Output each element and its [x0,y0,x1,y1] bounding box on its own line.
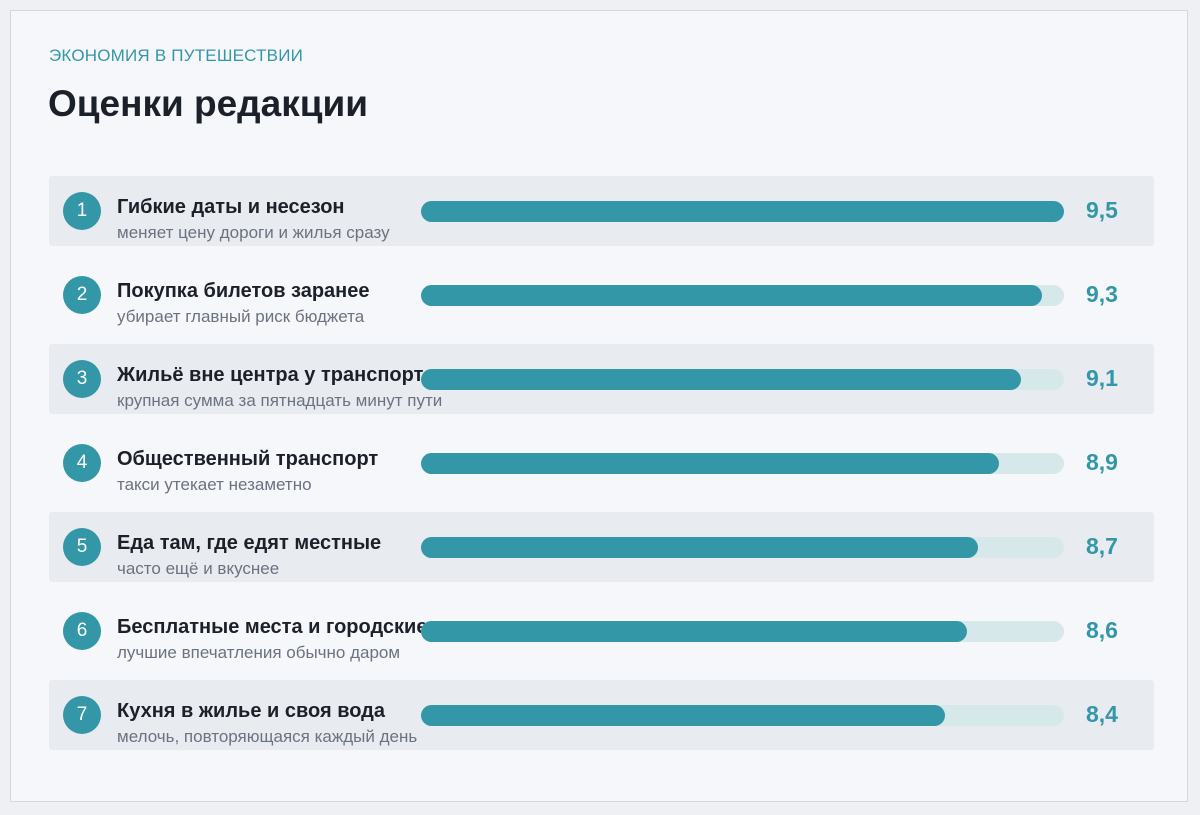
bar-fill [421,285,1042,306]
bar-fill [421,201,1064,222]
rank-badge: 1 [63,192,101,230]
bar-track [421,537,1064,558]
bar-fill [421,453,999,474]
value-label: 9,3 [1086,281,1118,307]
category-note: такси утекает незаметно [117,475,312,494]
category-label: Общественный транспорт [117,448,379,470]
bar-track [421,621,1064,642]
category-label: Еда там, где едят местные [117,532,382,554]
rating-row: 6 Бесплатные места и городские лучшие впеч… [49,596,1154,666]
category-note: лучшие впечатления обычно даром [117,643,401,662]
bar-fill [421,369,1021,390]
value-label: 8,7 [1086,533,1118,559]
bar-track [421,285,1064,306]
category-note: часто ещё и вкуснее [117,559,280,578]
value-label: 9,5 [1086,197,1118,223]
category-note: мелочь, повторяющаяся каждый день [117,727,418,746]
category-label: Бесплатные места и городские [117,616,428,638]
bar-track [421,201,1064,222]
rating-row: 2 Покупка билетов заранее убирает главный … [49,260,1154,330]
category-label: Кухня в жилье и своя вода [117,700,385,722]
rating-row: 4 Общественный транспорт такси утекает нез… [49,428,1154,498]
rating-row: 1 Гибкие даты и несезон меняет цену дороги… [49,176,1154,246]
rank-badge: 4 [63,444,101,482]
rank-badge: 2 [63,276,101,314]
value-label: 8,9 [1086,449,1118,475]
bar-fill [421,705,945,726]
bar-track [421,369,1064,390]
page-title: Оценки редакции [48,83,368,124]
bar-track [421,453,1064,474]
ratings-list: 1 Гибкие даты и несезон меняет цену дороги… [49,176,1154,764]
category-note: крупная сумма за пятнадцать минут пути [117,391,443,410]
category-eyebrow: ЭКОНОМИЯ В ПУТЕШЕСТВИИ [49,46,304,65]
rank-badge: 7 [63,696,101,734]
rank-badge: 3 [63,360,101,398]
category-note: меняет цену дороги и жилья сразу [117,223,390,242]
category-note: убирает главный риск бюджета [117,307,365,326]
rank-badge: 6 [63,612,101,650]
ratings-card: ЭКОНОМИЯ В ПУТЕШЕСТВИИ Оценки редакции 1… [10,10,1188,802]
category-label: Покупка билетов заранее [117,280,370,302]
value-label: 9,1 [1086,365,1118,391]
bar-fill [421,537,978,558]
category-label: Жильё вне центра у транспорта [117,364,435,386]
category-label: Гибкие даты и несезон [117,196,345,218]
rating-row: 3 Жильё вне центра у транспорта крупная су… [49,344,1154,414]
bar-fill [421,621,967,642]
rating-row: 5 Еда там, где едят местные часто ещё и вк… [49,512,1154,582]
rating-row: 7 Кухня в жилье и своя вода мелочь, повтор… [49,680,1154,750]
value-label: 8,4 [1086,701,1118,727]
bar-track [421,705,1064,726]
rank-badge: 5 [63,528,101,566]
value-label: 8,6 [1086,617,1118,643]
